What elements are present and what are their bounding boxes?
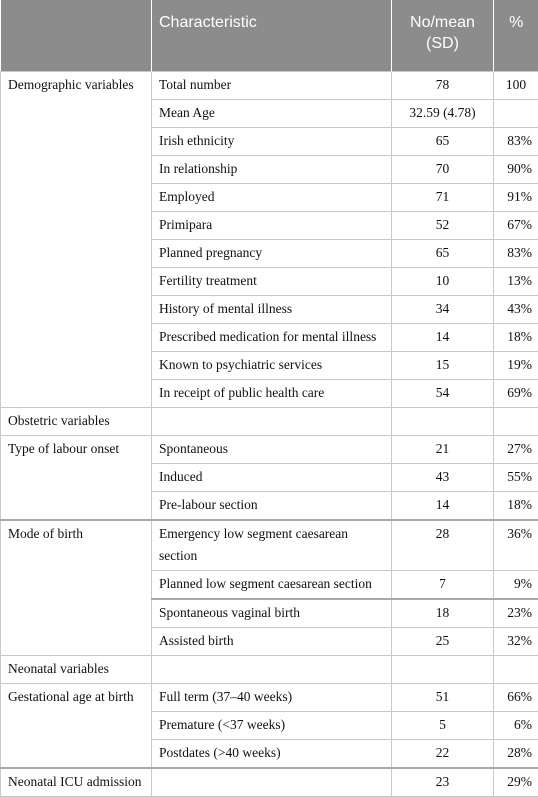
empty-cell: [152, 408, 392, 436]
group-labour-onset: Type of labour onset: [1, 436, 152, 521]
row-label: Primipara: [152, 212, 392, 240]
row-value: 15: [392, 352, 494, 380]
row-label: Spontaneous vaginal birth: [152, 599, 392, 628]
empty-cell: [392, 408, 494, 436]
row-value: 78: [392, 72, 494, 100]
group-obstetric: Obstetric variables: [1, 408, 152, 436]
row-percent: 36%: [494, 520, 538, 571]
row-label: [152, 768, 392, 797]
row-value: 21: [392, 436, 494, 464]
row-percent: 67%: [494, 212, 538, 240]
row-value: 22: [392, 740, 494, 769]
table-row: Neonatal variables: [1, 656, 538, 684]
group-neonatal: Neonatal variables: [1, 656, 152, 684]
row-value: 25: [392, 628, 494, 656]
row-value: 23: [392, 768, 494, 797]
row-value: 10: [392, 268, 494, 296]
row-label: Employed: [152, 184, 392, 212]
row-value: 34: [392, 296, 494, 324]
row-value: 65: [392, 240, 494, 268]
row-label: Assisted birth: [152, 628, 392, 656]
row-value: 43: [392, 464, 494, 492]
row-percent: 28%: [494, 740, 538, 769]
row-value: 71: [392, 184, 494, 212]
row-value: 5: [392, 712, 494, 740]
row-label: Pre-labour section: [152, 492, 392, 521]
row-value: 52: [392, 212, 494, 240]
row-percent: 18%: [494, 324, 538, 352]
row-label: Spontaneous: [152, 436, 392, 464]
row-value: 65: [392, 128, 494, 156]
row-percent: 43%: [494, 296, 538, 324]
row-label: Emergency low segment caesarean section: [152, 520, 392, 571]
row-percent: 18%: [494, 492, 538, 521]
header-group-cell: [1, 0, 152, 72]
row-value: 14: [392, 492, 494, 521]
row-percent: 13%: [494, 268, 538, 296]
row-percent: 23%: [494, 599, 538, 628]
row-percent: 32%: [494, 628, 538, 656]
row-value: 14: [392, 324, 494, 352]
row-value: 28: [392, 520, 494, 571]
row-label: Irish ethnicity: [152, 128, 392, 156]
table-header-row: Characteristic No/mean (SD) %: [1, 0, 538, 72]
row-percent: 91%: [494, 184, 538, 212]
row-label: Induced: [152, 464, 392, 492]
row-percent: 55%: [494, 464, 538, 492]
row-label: Fertility treatment: [152, 268, 392, 296]
row-label: Known to psychiatric services: [152, 352, 392, 380]
row-percent: 90%: [494, 156, 538, 184]
row-label: Prescribed medication for mental illness: [152, 324, 392, 352]
group-neonatal-icu: Neonatal ICU admission: [1, 768, 152, 797]
row-percent: 83%: [494, 240, 538, 268]
table-row: Obstetric variables: [1, 408, 538, 436]
group-demographic: Demographic variables: [1, 72, 152, 408]
row-percent: 6%: [494, 712, 538, 740]
row-value: 32.59 (4.78): [392, 100, 494, 128]
row-value: 7: [392, 571, 494, 600]
row-percent: 9%: [494, 571, 538, 600]
row-label: Full term (37–40 weeks): [152, 684, 392, 712]
row-percent: 29%: [494, 768, 538, 797]
empty-cell: [494, 408, 538, 436]
group-gestational-age: Gestational age at birth: [1, 684, 152, 769]
row-value: 70: [392, 156, 494, 184]
header-characteristic: Characteristic: [152, 0, 392, 72]
row-label: Postdates (>40 weeks): [152, 740, 392, 769]
row-percent: 27%: [494, 436, 538, 464]
row-value: 18: [392, 599, 494, 628]
row-label: Planned pregnancy: [152, 240, 392, 268]
header-no-mean: No/mean (SD): [392, 0, 494, 72]
table-row: Demographic variables Total number 78 10…: [1, 72, 538, 100]
row-label: Total number: [152, 72, 392, 100]
row-label: In relationship: [152, 156, 392, 184]
table-row: Gestational age at birth Full term (37–4…: [1, 684, 538, 712]
row-percent: 100: [494, 72, 538, 100]
empty-cell: [392, 656, 494, 684]
table-row: Type of labour onset Spontaneous 21 27%: [1, 436, 538, 464]
row-label: History of mental illness: [152, 296, 392, 324]
row-percent: 66%: [494, 684, 538, 712]
table-row: Neonatal ICU admission 23 29%: [1, 768, 538, 797]
table-row: Mode of birth Emergency low segment caes…: [1, 520, 538, 571]
row-value: 51: [392, 684, 494, 712]
row-label: Premature (<37 weeks): [152, 712, 392, 740]
row-percent: 19%: [494, 352, 538, 380]
row-percent: 83%: [494, 128, 538, 156]
row-label: In receipt of public health care: [152, 380, 392, 408]
row-percent: 69%: [494, 380, 538, 408]
header-percent: %: [494, 0, 538, 72]
row-percent: [494, 100, 538, 128]
row-label: Mean Age: [152, 100, 392, 128]
group-mode-of-birth: Mode of birth: [1, 520, 152, 656]
empty-cell: [152, 656, 392, 684]
row-value: 54: [392, 380, 494, 408]
row-label: Planned low segment caesarean section: [152, 571, 392, 600]
empty-cell: [494, 656, 538, 684]
